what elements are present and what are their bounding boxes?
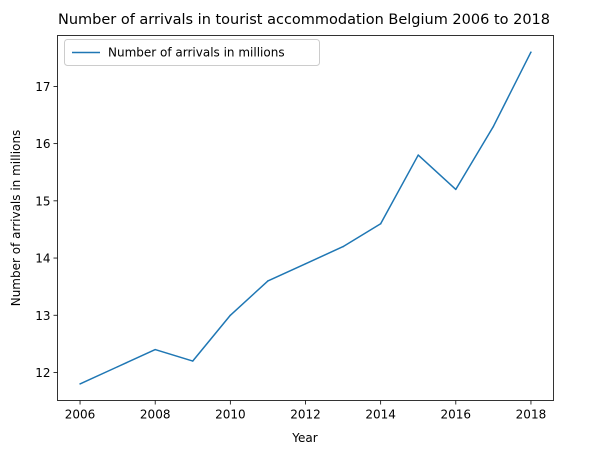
x-tick-label: 2018 [516, 408, 547, 422]
data-point [229, 314, 232, 317]
data-point [116, 366, 119, 368]
y-axis-label: Number of arrivals in millions [9, 130, 23, 307]
x-tick-label: 2008 [140, 408, 171, 422]
chart-title: Number of arrivals in tourist accommodat… [58, 12, 550, 28]
legend: Number of arrivals in millions [64, 39, 320, 66]
data-point [192, 360, 194, 362]
y-axis: 12 13 14 15 16 17 [35, 80, 58, 380]
y-tick-label: 12 [35, 366, 50, 380]
data-point [154, 348, 156, 351]
data-point [342, 245, 344, 248]
data-point [530, 51, 532, 53]
data-point [304, 263, 307, 265]
data-point [267, 280, 269, 282]
x-tick-label: 2006 [65, 408, 96, 422]
legend-label: Number of arrivals in millions [108, 46, 285, 60]
data-point [379, 222, 382, 225]
x-tick-label: 2012 [290, 408, 321, 422]
data-point [492, 125, 495, 128]
x-tick-label: 2010 [215, 408, 246, 422]
x-axis-label: Year [291, 431, 317, 445]
y-tick-label: 14 [35, 252, 50, 266]
x-axis: 2006 2008 2010 2012 2014 2016 2018 [65, 400, 547, 422]
y-tick-label: 13 [35, 309, 50, 323]
x-tick-label: 2016 [441, 408, 472, 422]
y-tick-label: 16 [35, 137, 50, 151]
legend-box [64, 39, 320, 66]
data-point [79, 383, 81, 385]
data-point [417, 154, 419, 156]
data-point [455, 188, 457, 191]
y-tick-label: 17 [35, 80, 50, 94]
x-tick-label: 2014 [365, 408, 396, 422]
y-tick-label: 15 [35, 194, 50, 208]
series-layer [79, 51, 532, 385]
